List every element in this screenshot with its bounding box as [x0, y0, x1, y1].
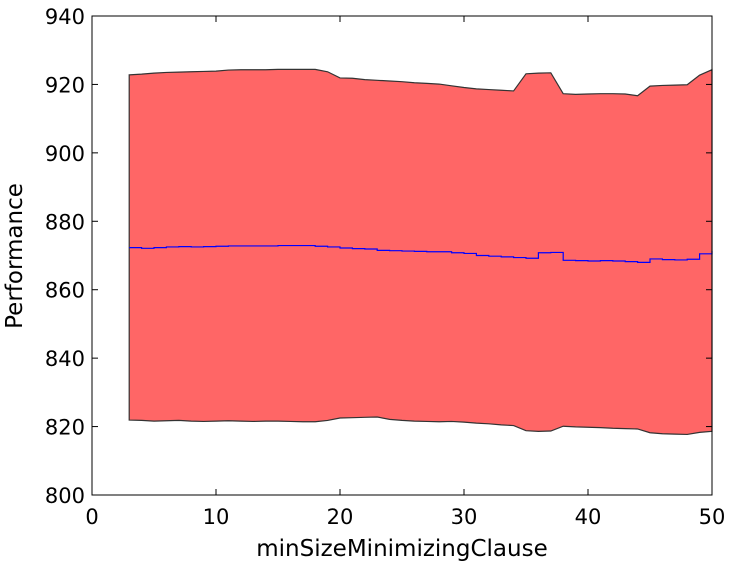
x-tick-label: 20 — [327, 505, 354, 529]
y-tick-label: 940 — [45, 5, 85, 29]
ticks-layer: 0 10 20 30 40 50 800 820 840 860 880 900 920 940 — [45, 5, 725, 529]
x-tick-label: 40 — [575, 505, 602, 529]
y-tick-label: 800 — [45, 484, 85, 508]
x-tick-label: 50 — [699, 505, 726, 529]
plot-layer — [128, 68, 713, 436]
mean-series-line — [129, 244, 713, 263]
x-tick-label: 10 — [203, 505, 230, 529]
y-tick-label: 840 — [45, 347, 85, 371]
x-axis-label: minSizeMinimizingClause — [256, 536, 547, 562]
plot-frame — [91, 15, 713, 496]
x-tick-label: 30 — [451, 505, 478, 529]
y-tick-label: 880 — [45, 210, 85, 234]
y-tick-label: 820 — [45, 416, 85, 440]
y-tick-label: 860 — [45, 279, 85, 303]
y-tick-label: 900 — [45, 142, 85, 166]
x-tick-label: 0 — [85, 505, 98, 529]
y-axis-label: Performance — [2, 183, 28, 329]
y-tick-label: 920 — [45, 73, 85, 97]
